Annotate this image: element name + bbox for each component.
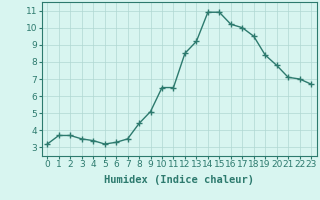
X-axis label: Humidex (Indice chaleur): Humidex (Indice chaleur) — [104, 175, 254, 185]
